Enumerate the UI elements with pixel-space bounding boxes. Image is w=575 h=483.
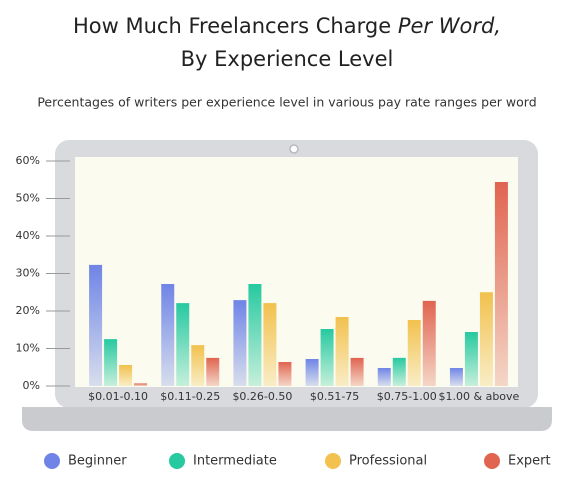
x-tick-label: $1.00 & above [439, 390, 520, 403]
bar [392, 357, 406, 386]
bar [263, 303, 277, 386]
bar [233, 300, 247, 386]
bar [134, 383, 148, 386]
x-tick-label: $0.11-0.25 [160, 390, 220, 403]
x-tick-label: $0.26-0.50 [232, 390, 292, 403]
bar [464, 332, 478, 386]
bar [350, 357, 364, 386]
chart-subtitle: Percentages of writers per experience le… [37, 95, 536, 110]
legend-swatch [484, 453, 500, 469]
legend-item: Expert [484, 453, 551, 469]
bar [176, 303, 190, 386]
chart-title: By Experience Level [181, 47, 394, 71]
legend-label: Professional [349, 454, 427, 469]
bar [377, 368, 391, 386]
legend-item: Beginner [44, 453, 127, 469]
bar [119, 365, 133, 386]
title-part: How Much Freelancers Charge [73, 14, 391, 38]
y-tick-label: 60% [16, 154, 40, 167]
x-tick-label: $0.75-1.00 [377, 390, 437, 403]
laptop-screen [75, 157, 518, 387]
y-tick-label: 50% [16, 192, 40, 205]
title-part: Per Word, [398, 14, 501, 38]
laptop-camera [289, 144, 299, 154]
bar [248, 284, 262, 386]
plot [89, 182, 508, 386]
bar [449, 368, 463, 386]
legend-swatch [169, 453, 185, 469]
y-tick-label: 30% [16, 267, 40, 280]
bar [206, 357, 220, 386]
bar [89, 264, 103, 386]
bar [191, 345, 205, 386]
y-tick-label: 20% [16, 304, 40, 317]
y-tick-label: 40% [16, 229, 40, 242]
laptop-base [22, 407, 552, 431]
legend-swatch [44, 453, 60, 469]
bar [407, 320, 421, 386]
x-tick-label: $0.01-0.10 [88, 390, 148, 403]
bar [320, 329, 334, 386]
bar [278, 362, 292, 386]
legend-label: Intermediate [193, 454, 277, 469]
bar [335, 317, 349, 386]
legend-item: Professional [325, 453, 427, 469]
legend-label: Expert [508, 454, 551, 469]
x-tick-label: $0.51-75 [310, 390, 359, 403]
bar [161, 284, 175, 386]
y-tick-label: 10% [16, 342, 40, 355]
bar [305, 359, 319, 386]
bar [479, 292, 493, 386]
bar [104, 339, 118, 386]
bar [494, 182, 508, 386]
legend-label: Beginner [68, 454, 127, 469]
chart-title: How Much Freelancers Charge Per Word, [73, 14, 501, 38]
bar [422, 300, 436, 386]
legend-item: Intermediate [169, 453, 277, 469]
legend-swatch [325, 453, 341, 469]
y-tick-label: 0% [23, 379, 40, 392]
